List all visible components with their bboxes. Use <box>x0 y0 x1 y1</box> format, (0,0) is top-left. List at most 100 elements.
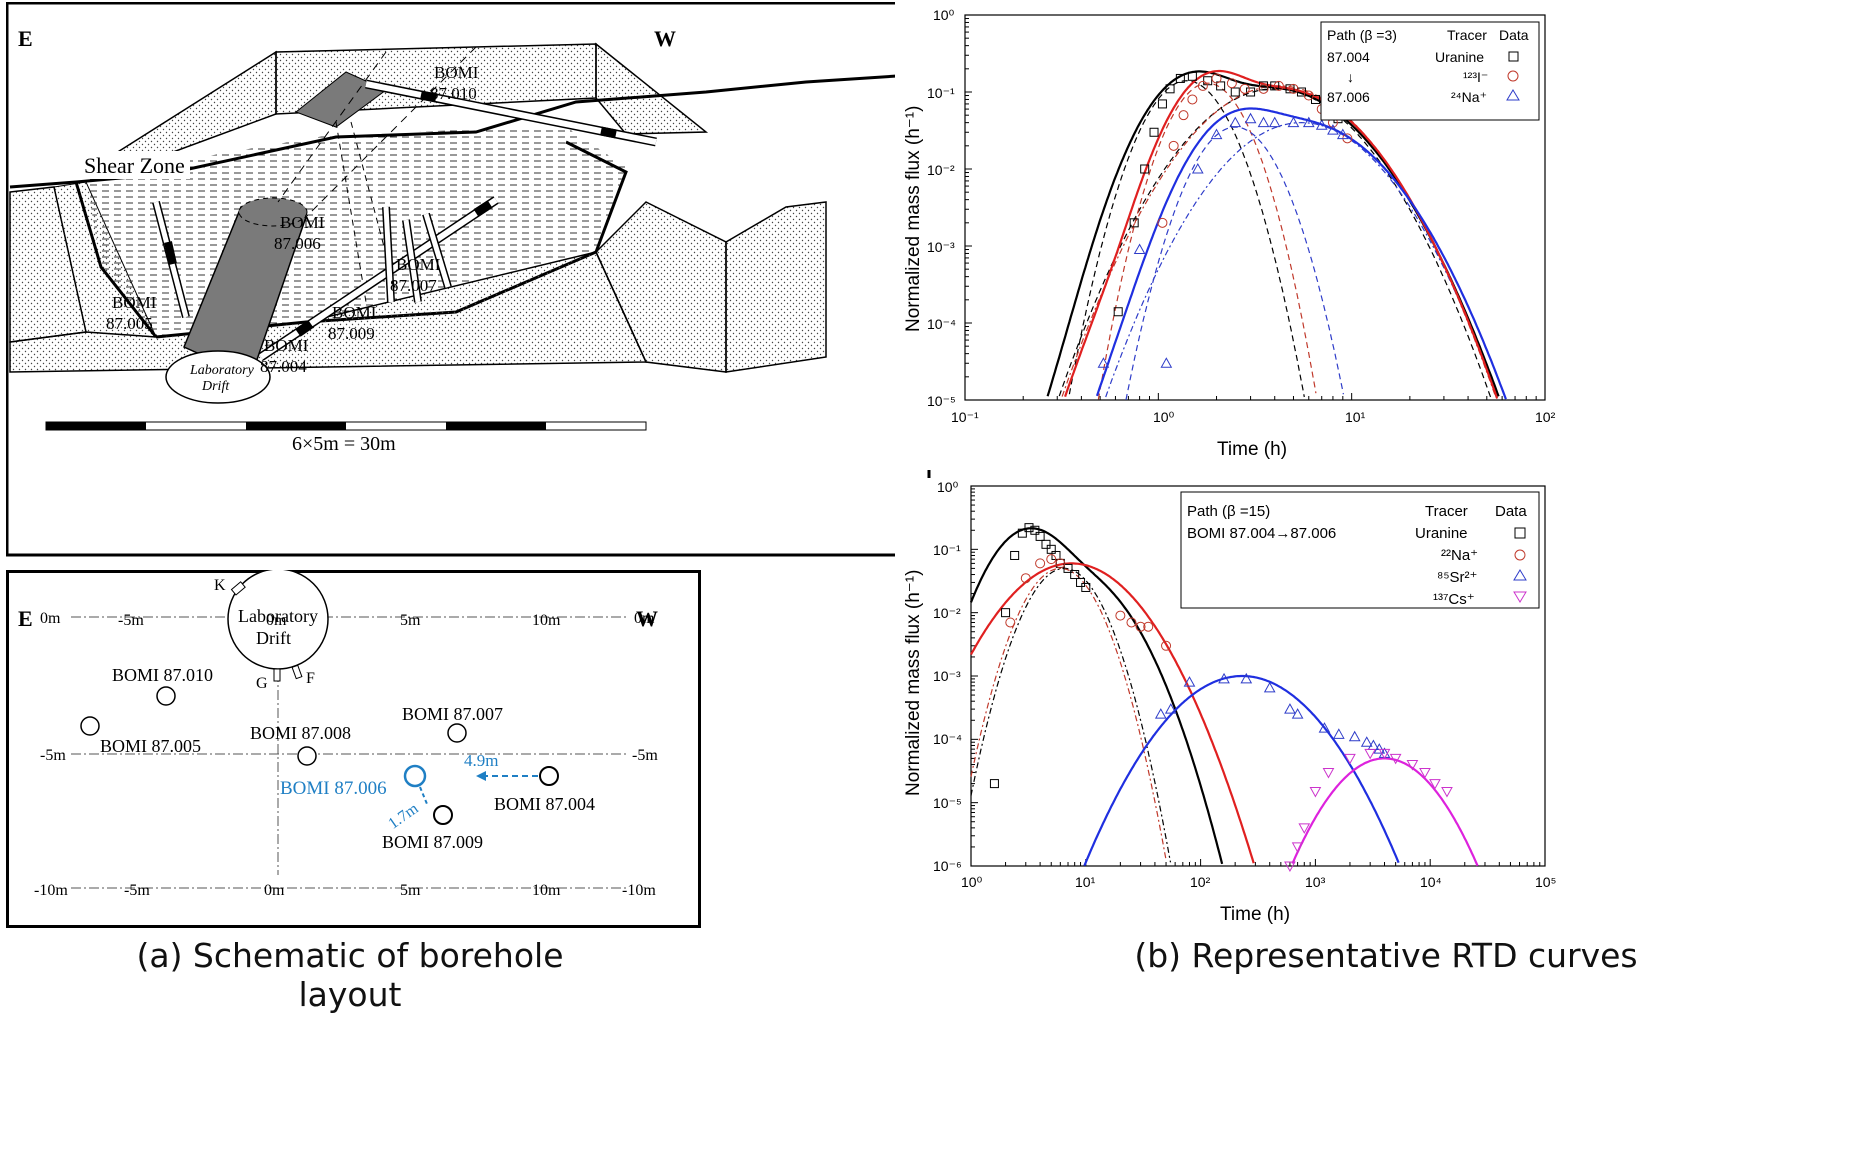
data-points <box>989 523 1453 873</box>
data-point <box>1187 71 1197 81</box>
f-label: F <box>306 670 315 687</box>
data-point <box>1157 99 1167 109</box>
fit-curve <box>1083 674 1400 867</box>
data-point <box>1046 544 1056 554</box>
x-tick-top: -5m <box>118 612 144 629</box>
x-tick-bottom: 10m <box>532 882 561 899</box>
y-tick-left: 0m <box>40 610 61 627</box>
rtd-plot-1: 10⁻¹ 10⁰ 10¹ 10² 10⁰ 10⁻¹ 10⁻² 10⁻³ 10⁻⁴… <box>895 2 1857 470</box>
distance-label: 4.9m <box>464 751 498 770</box>
x-tick-label: 10¹ <box>1075 874 1096 890</box>
data-point <box>1378 748 1391 760</box>
borehole-label-highlight: BOMI 87.006 <box>280 778 387 799</box>
data-point <box>1081 582 1091 592</box>
data-point <box>1287 116 1300 128</box>
data-point <box>1268 116 1281 128</box>
borehole-label: BOMI 87.009 <box>382 832 483 852</box>
y-tick-label: 10⁻² <box>927 162 955 178</box>
x-tick-top: 5m <box>400 612 421 629</box>
data-point <box>1197 80 1208 91</box>
data-point <box>1178 110 1189 121</box>
x-tick-bottom: -5m <box>124 882 150 899</box>
legend-tracer: ²⁴Na⁺ <box>1451 89 1487 105</box>
borehole-label: BOMI 87.007 <box>402 704 503 724</box>
data-point <box>1113 307 1123 317</box>
data-point <box>1076 577 1086 587</box>
data-point <box>1429 779 1441 790</box>
data-point <box>1270 81 1280 91</box>
data-point <box>1263 681 1276 693</box>
y-tick-label: 10⁻³ <box>927 239 955 255</box>
data-point <box>1285 84 1295 94</box>
data-point <box>1389 753 1402 765</box>
data-point <box>1191 162 1204 174</box>
data-point <box>1161 640 1172 651</box>
legend-tracer: ²²Na⁺ <box>1441 547 1478 564</box>
x-axis-label: Time (h) <box>1220 904 1290 925</box>
data-point <box>1291 842 1304 853</box>
data-point <box>1175 73 1185 83</box>
data-point <box>1302 116 1315 128</box>
data-point <box>1298 823 1311 834</box>
y-tick-right: -5m <box>632 747 658 764</box>
fit-curve <box>970 567 1167 861</box>
x-tick-label: 10³ <box>1305 874 1326 890</box>
borehole-label: BOMI <box>264 336 309 355</box>
y-tick-label: 10⁻³ <box>933 668 961 684</box>
legend-header: Path (β =3) <box>1327 27 1397 43</box>
scale-label: 6×5m = 30m <box>292 433 396 455</box>
borehole-label: 87.009 <box>328 324 375 343</box>
data-point <box>1288 83 1299 94</box>
x-tick-label: 10² <box>1190 874 1211 890</box>
data-point <box>1258 83 1269 94</box>
x-tick-label: 10⁴ <box>1420 874 1442 890</box>
legend-tracer: Uranine <box>1435 49 1484 65</box>
data-point <box>1318 722 1331 733</box>
legend-path: 87.006 <box>1327 89 1370 105</box>
data-point <box>1041 539 1051 549</box>
rtd-plot-1-svg: 10⁻¹ 10⁰ 10¹ 10² 10⁰ 10⁻¹ 10⁻² 10⁻³ 10⁻⁴… <box>903 7 1556 460</box>
data-point <box>1322 767 1335 779</box>
data-point <box>1187 94 1198 105</box>
legend-marker-circle <box>1507 70 1519 82</box>
data-point <box>1154 708 1167 719</box>
fit-curve <box>969 527 1224 865</box>
borehole-label: 87.007 <box>390 276 437 295</box>
y-tick-label: 10⁻⁴ <box>927 316 956 332</box>
drift-label: Drift <box>256 628 291 648</box>
borehole-label: 87.005 <box>106 314 153 333</box>
x-tick-bottom: 0m <box>264 882 285 899</box>
rtd-plot-2: 10⁰ 10¹ 10² 10³ 10⁴ 10⁵ 10⁰ 10⁻¹ 10⁻² 10… <box>895 478 1857 933</box>
data-point <box>1160 357 1173 368</box>
k-label: K <box>214 577 226 594</box>
plan-drawing: E W -5m 0m 5m 10m -10m -5m 0m 5m 10m -10… <box>6 568 701 928</box>
fitted-curves <box>969 527 1479 867</box>
data-point <box>1143 621 1154 632</box>
drift-label: Laboratory <box>189 363 255 378</box>
fit-curve <box>970 562 1255 864</box>
legend-header: Path (β =15) <box>1187 503 1270 520</box>
data-point <box>1126 617 1137 628</box>
borehole-label: BOMI <box>434 63 479 82</box>
data-point <box>1360 736 1373 747</box>
data-point <box>1291 708 1304 719</box>
drift-label: Drift <box>201 379 230 394</box>
x-tick-bottom: -10m <box>622 882 656 899</box>
data-point <box>1246 87 1256 97</box>
rtd-plot-2-svg: 10⁰ 10¹ 10² 10³ 10⁴ 10⁵ 10⁰ 10⁻¹ 10⁻² 10… <box>903 479 1556 925</box>
x-tick-label: 10⁵ <box>1535 874 1556 890</box>
borehole-label: 87.004 <box>260 357 307 376</box>
plan-panel: E W -5m 0m 5m 10m -10m -5m 0m 5m 10m -10… <box>6 568 701 928</box>
borehole-label: BOMI <box>280 213 325 232</box>
legend-marker-triangle-down <box>1513 591 1527 603</box>
data-point <box>1303 90 1314 101</box>
data-point <box>1344 753 1356 765</box>
y-axis-label: Normalized mass flux (h⁻¹) <box>903 106 924 332</box>
legend-marker-triangle <box>1513 569 1527 581</box>
data-point <box>1030 525 1040 535</box>
data-point <box>1336 128 1349 140</box>
x-tick-top: 0m <box>266 612 287 629</box>
borehole-label: BOMI <box>112 293 157 312</box>
borehole-label: BOMI 87.010 <box>112 665 213 685</box>
west-label: W <box>654 26 676 51</box>
